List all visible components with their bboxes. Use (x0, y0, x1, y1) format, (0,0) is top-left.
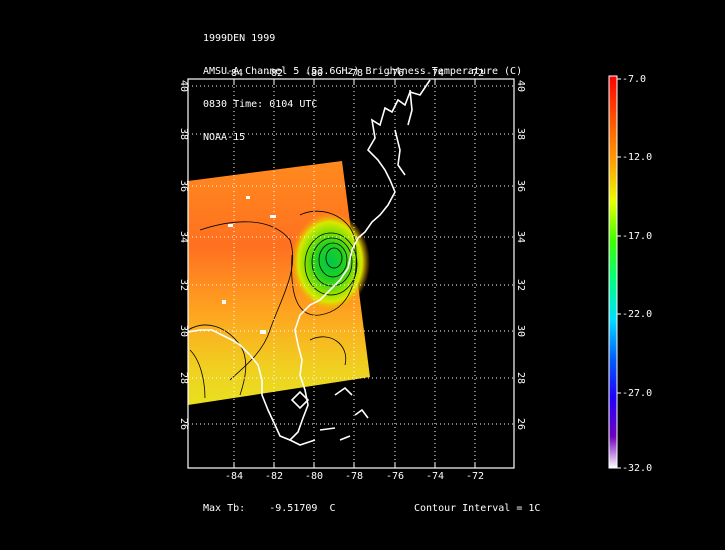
lat-tick-left: 38 (178, 128, 189, 140)
lat-tick-left: 36 (178, 180, 189, 192)
header-satellite: NOAA-15 (203, 132, 246, 143)
max-tb-unit: C (329, 503, 336, 514)
plot-header: 1999DEN 1999 AMSU-A Channel 5 (53.6GHz) … (203, 11, 522, 154)
colorbar-label: -32.0 (622, 463, 652, 474)
lat-tick-right: 34 (515, 231, 526, 243)
lat-tick-left: 30 (178, 325, 189, 337)
contour-interval: Contour Interval = 1C (414, 503, 541, 514)
lon-tick-top: -72 (466, 68, 484, 79)
lat-tick-right: 38 (515, 128, 526, 140)
lon-tick-top: -74 (426, 68, 444, 79)
lon-tick-bottom: -78 (345, 471, 363, 482)
coastline (188, 79, 431, 446)
lat-tick-right: 40 (515, 80, 526, 92)
lat-tick-right: 36 (515, 180, 526, 192)
colorbar-label: -22.0 (622, 309, 652, 320)
brightness-swath (188, 161, 370, 405)
lon-tick-bottom: -84 (225, 471, 243, 482)
lat-tick-left: 28 (178, 372, 189, 384)
map-grid (188, 79, 514, 468)
lon-tick-top: -78 (345, 68, 363, 79)
colorbar-label: -7.0 (622, 74, 646, 85)
lon-tick-bottom: -72 (466, 471, 484, 482)
lat-tick-left: 26 (178, 418, 189, 430)
colorbar (608, 75, 618, 469)
header-title: 1999DEN 1999 (203, 33, 276, 44)
lon-tick-top: -84 (225, 68, 243, 79)
lon-tick-bottom: -82 (265, 471, 283, 482)
max-tb-value: -9.51709 (269, 503, 318, 514)
lon-tick-bottom: -80 (305, 471, 323, 482)
max-tb-label: Max Tb: (203, 503, 246, 514)
lat-tick-left: 34 (178, 231, 189, 243)
map-frame (187, 78, 515, 469)
lat-tick-left: 32 (178, 279, 189, 291)
colorbar-label: -12.0 (622, 152, 652, 163)
colorbar-label: -27.0 (622, 388, 652, 399)
lat-tick-right: 28 (515, 372, 526, 384)
lon-tick-bottom: -74 (426, 471, 444, 482)
lat-tick-left: 40 (178, 80, 189, 92)
max-tb-readout: Max Tb: -9.51709 C (203, 503, 336, 514)
lon-tick-top: -82 (265, 68, 283, 79)
header-time: 0830 Time: 0104 UTC (203, 99, 318, 110)
lon-tick-bottom: -76 (386, 471, 404, 482)
lon-tick-top: -76 (386, 68, 404, 79)
lat-tick-right: 26 (515, 418, 526, 430)
colorbar-label: -17.0 (622, 231, 652, 242)
lon-tick-top: -80 (305, 68, 323, 79)
lat-tick-right: 32 (515, 279, 526, 291)
header-channel: AMSU-A Channel 5 (53.6GHz) Brightness Te… (203, 66, 523, 77)
lat-tick-right: 30 (515, 325, 526, 337)
